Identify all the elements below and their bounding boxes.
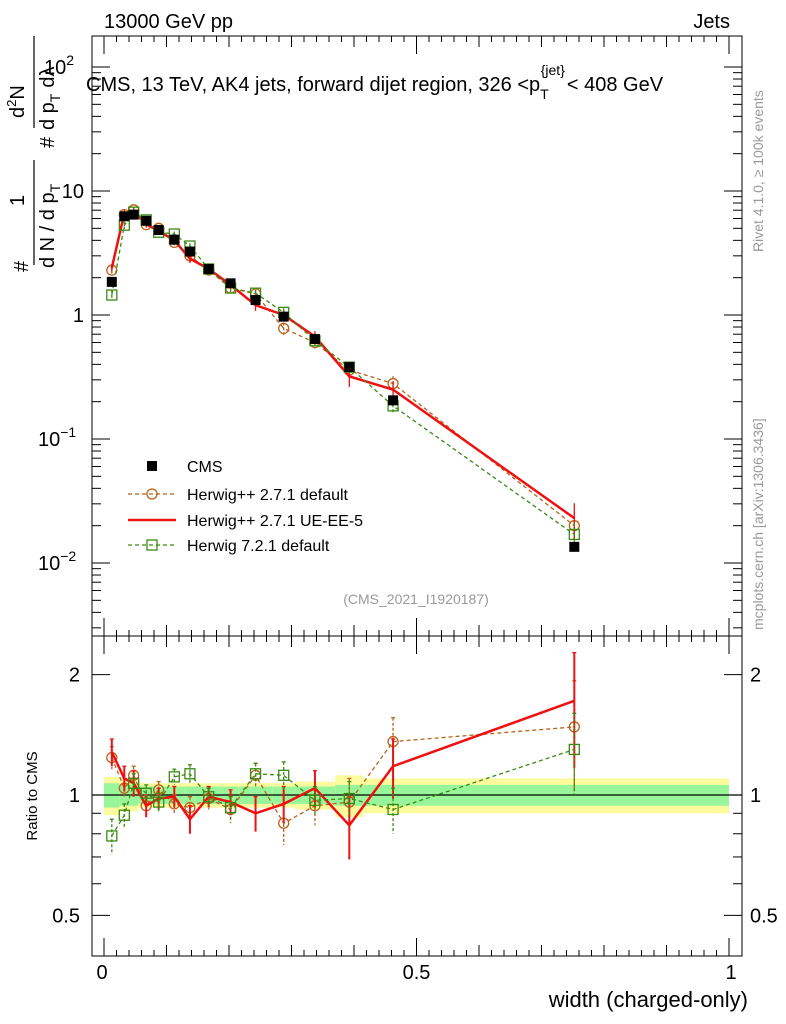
cms-data-point (569, 541, 580, 552)
x-tick-label: 0 (96, 962, 107, 984)
y-tick-label-main: 10−1 (38, 424, 76, 451)
cms-data-point (344, 362, 355, 373)
cms-data-point (184, 246, 195, 257)
y-label-hash-2: # (37, 136, 59, 148)
y-tick-label-base: 10 (62, 181, 84, 203)
plot-title-sub: T (540, 86, 549, 102)
y-tick-label-base: 10 (44, 57, 66, 79)
y-label-num2-sup: 2 (4, 100, 19, 107)
legend-label-herwigpp-ueee5: Herwig++ 2.7.1 UE-EE-5 (187, 513, 363, 530)
plot-title-sup: {jet} (541, 62, 565, 78)
y-tick-label-ratio: 1 (69, 785, 80, 807)
legend-label-cms: CMS (187, 459, 223, 476)
main-point-herwigpp_default (278, 322, 290, 335)
cms-data-point (153, 224, 164, 235)
ratio-point-herwig72 (168, 771, 180, 783)
main-point-herwig72 (568, 528, 580, 541)
ratio-point-herwig72 (140, 787, 152, 799)
plot-title-tail: < 408 GeV (567, 74, 664, 96)
ratio-point-herwig72 (278, 769, 290, 781)
ratio-point-herwig72 (224, 801, 237, 814)
y-label-num2-d: d (7, 107, 29, 118)
ratio-point-herwig72 (203, 791, 215, 803)
cms-data-point (225, 278, 236, 289)
cms-data-point (309, 334, 320, 345)
y-tick-label-ratio: 2 (69, 665, 80, 687)
header-jets: Jets (693, 11, 730, 33)
main-point-herwig72 (106, 289, 118, 301)
x-axis-label: width (charged-only) (548, 987, 748, 1012)
y-tick-label-base: 10 (38, 429, 60, 451)
cms-data-point (169, 234, 180, 245)
y-tick-label-base: 10 (38, 553, 60, 575)
y-tick-label-main: 1 (73, 305, 84, 327)
y-tick-label-exp: −2 (60, 548, 76, 564)
ratio-point-herwig72 (106, 830, 118, 842)
cms-data-point (250, 295, 261, 306)
y-label-frac-den-text: d N / d p (37, 192, 59, 268)
cms-data-point (388, 395, 399, 406)
ratio-point-herwig72 (118, 809, 130, 821)
y-axis-label: # 1 d N / d pT # d2N d pTdλ (4, 36, 63, 272)
ratio-point-herwig72 (309, 794, 321, 806)
mcplots-reference-text: mcplots.cern.ch [arXiv:1306.3436] (750, 418, 766, 630)
legend: CMS Herwig++ 2.7.1 default Herwig++ 2.7.… (128, 459, 363, 555)
y-label-frac-den-sub: T (47, 183, 63, 192)
header-energy: 13000 GeV pp (104, 11, 233, 33)
y-tick-label-ratio-right: 1 (750, 785, 761, 807)
y-tick-label-ratio: 0.5 (52, 905, 80, 927)
ratio-point-herwig72 (387, 803, 399, 816)
y-label-den2-dl: dλ (37, 67, 59, 88)
ratio-point-herwig72 (153, 796, 165, 808)
y-tick-label-base: 1 (73, 305, 84, 327)
y-label-hash-1: # (11, 260, 33, 272)
rivet-version-text: Rivet 4.1.0, ≥ 100k events (750, 90, 766, 252)
legend-marker-herwigpp-default (146, 488, 158, 500)
y-label-frac-den: d N / d pT (37, 183, 63, 268)
y-tick-label-exp: −1 (60, 424, 76, 440)
cms-data-point (203, 263, 214, 274)
main-line-herwigpp_ueee5 (110, 210, 576, 520)
y-tick-label-main: 102 (44, 52, 74, 79)
y-tick-label-ratio-right: 0.5 (750, 905, 778, 927)
y-tick-label-exp: 2 (66, 52, 74, 68)
y-tick-label-main: 10 (62, 181, 84, 203)
ratio-point-herwig72 (568, 743, 580, 756)
ratio-point-herwig72 (343, 792, 355, 805)
y-label-den2-dp: d p (37, 102, 59, 130)
cms-data-point (106, 276, 117, 287)
x-tick-label: 1 (725, 962, 736, 984)
cms-data-point (141, 215, 152, 226)
y-label-den2-sub: T (47, 93, 63, 102)
legend-marker-herwig72 (146, 539, 158, 551)
cms-data-point (128, 209, 139, 220)
plot-title: CMS, 13 TeV, AK4 jets, forward dijet reg… (86, 62, 664, 102)
ratio-point-herwig72 (184, 768, 196, 780)
legend-label-herwigpp-default: Herwig++ 2.7.1 default (187, 487, 349, 504)
ratio-point-herwig72 (128, 777, 140, 789)
plot-title-main: CMS, 13 TeV, AK4 jets, forward dijet reg… (86, 74, 540, 96)
y-label-den2: d pTdλ (37, 67, 63, 131)
y-label-num2-n: N (7, 85, 29, 99)
main-series-group (106, 204, 580, 552)
cms-data-point (119, 211, 130, 222)
ratio-line-herwig72 (111, 748, 575, 837)
legend-label-herwig72: Herwig 7.2.1 default (187, 538, 330, 555)
y-label-num2: d2N (4, 85, 29, 118)
x-tick-label: 0.5 (403, 962, 431, 984)
cms-data-point (278, 311, 289, 322)
legend-marker-cms (147, 461, 157, 471)
y-label-frac-one: 1 (7, 195, 29, 206)
ratio-series-group (106, 651, 580, 860)
y-tick-label-ratio-right: 2 (750, 665, 761, 687)
ratio-point-herwig72 (249, 768, 262, 780)
ratio-line-herwigpp_default (111, 726, 575, 825)
y-tick-label-main: 10−2 (38, 548, 76, 575)
ratio-y-label: Ratio to CMS (24, 751, 41, 840)
analysis-id: (CMS_2021_I1920187) (343, 591, 489, 607)
